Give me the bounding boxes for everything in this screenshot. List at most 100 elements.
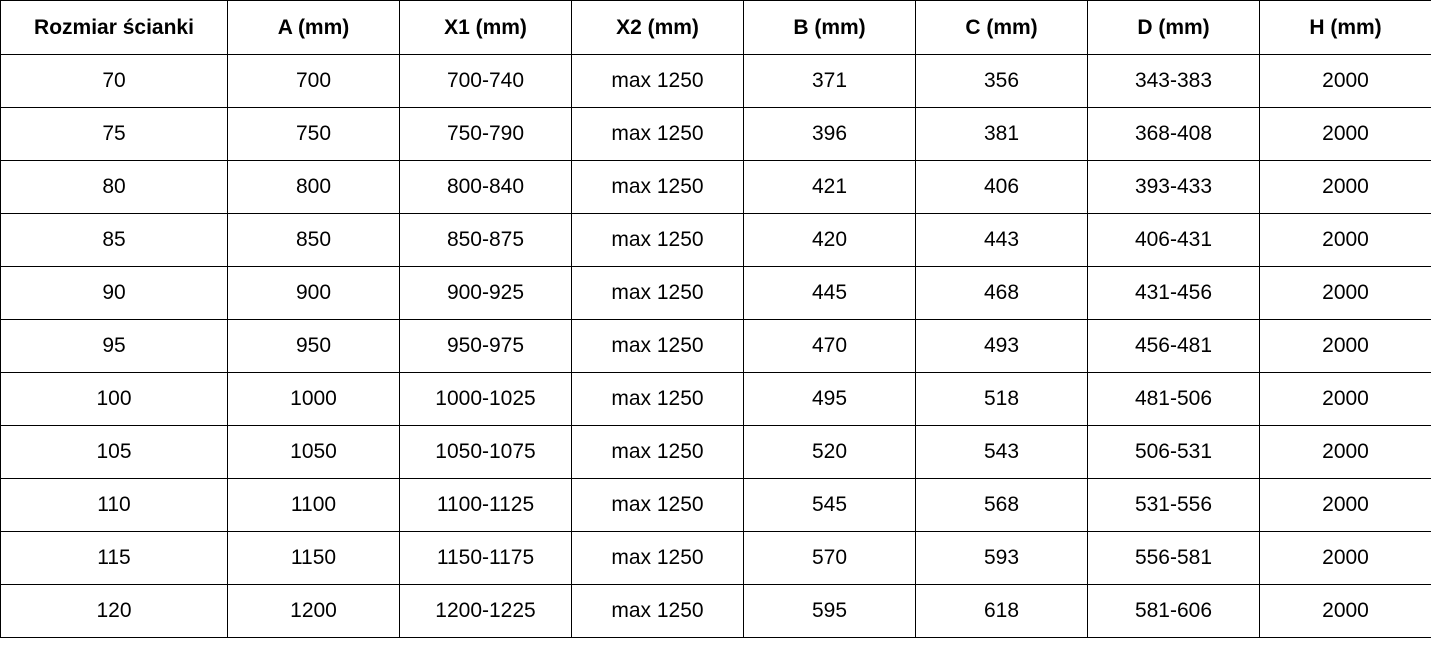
- table-cell: 468: [915, 266, 1088, 320]
- table-cell: 495: [743, 372, 916, 426]
- table-cell: 493: [915, 319, 1088, 373]
- table-cell: 420: [743, 213, 916, 267]
- table-row: 100 1000 1000-1025 max 1250 495 518 481-506 200…: [0, 372, 1431, 426]
- table-cell: max 1250: [571, 319, 744, 373]
- table-cell: 431-456: [1087, 266, 1260, 320]
- table-cell: 110: [0, 478, 228, 532]
- table-row: 95 950 950-975 max 1250 470 493 456-481 2000: [0, 319, 1431, 373]
- table-cell: max 1250: [571, 425, 744, 479]
- table-row: 115 1150 1150-1175 max 1250 570 593 556-581 200…: [0, 531, 1431, 585]
- table-cell: 406: [915, 160, 1088, 214]
- column-header: B (mm): [743, 0, 916, 55]
- table-cell: max 1250: [571, 584, 744, 638]
- table-body: 70 700 700-740 max 1250 371 356 343-383 2000 75 7…: [0, 54, 1431, 638]
- table-cell: 531-556: [1087, 478, 1260, 532]
- table-cell: 2000: [1259, 54, 1431, 108]
- table-row: 90 900 900-925 max 1250 445 468 431-456 2000: [0, 266, 1431, 320]
- table-cell: 1150-1175: [399, 531, 572, 585]
- table-cell: 800: [227, 160, 400, 214]
- table-cell: 750: [227, 107, 400, 161]
- table-cell: 700-740: [399, 54, 572, 108]
- table-cell: max 1250: [571, 160, 744, 214]
- table-cell: 115: [0, 531, 228, 585]
- table-cell: 356: [915, 54, 1088, 108]
- table-cell: 900: [227, 266, 400, 320]
- table-cell: 456-481: [1087, 319, 1260, 373]
- table-row: 120 1200 1200-1225 max 1250 595 618 581-606 200…: [0, 584, 1431, 638]
- table-cell: 2000: [1259, 160, 1431, 214]
- column-header: H (mm): [1259, 0, 1431, 55]
- table-cell: 368-408: [1087, 107, 1260, 161]
- table-cell: 556-581: [1087, 531, 1260, 585]
- table-row: 110 1100 1100-1125 max 1250 545 568 531-556 200…: [0, 478, 1431, 532]
- table-cell: 443: [915, 213, 1088, 267]
- table-cell: 2000: [1259, 213, 1431, 267]
- column-header: D (mm): [1087, 0, 1260, 55]
- table-cell: 750-790: [399, 107, 572, 161]
- table-cell: 1150: [227, 531, 400, 585]
- table-row: 75 750 750-790 max 1250 396 381 368-408 2000: [0, 107, 1431, 161]
- table-cell: 100: [0, 372, 228, 426]
- table-cell: 90: [0, 266, 228, 320]
- table-cell: 1200-1225: [399, 584, 572, 638]
- table-cell: 2000: [1259, 107, 1431, 161]
- column-header: X2 (mm): [571, 0, 744, 55]
- table-cell: 518: [915, 372, 1088, 426]
- column-header: A (mm): [227, 0, 400, 55]
- table-cell: 950: [227, 319, 400, 373]
- table-cell: 506-531: [1087, 425, 1260, 479]
- table-cell: 1000-1025: [399, 372, 572, 426]
- table-cell: 2000: [1259, 319, 1431, 373]
- table-cell: 421: [743, 160, 916, 214]
- table-row: 80 800 800-840 max 1250 421 406 393-433 2000: [0, 160, 1431, 214]
- table-cell: 850: [227, 213, 400, 267]
- table-cell: 900-925: [399, 266, 572, 320]
- table-cell: 396: [743, 107, 916, 161]
- table-cell: 2000: [1259, 531, 1431, 585]
- table-cell: 2000: [1259, 372, 1431, 426]
- table-cell: 950-975: [399, 319, 572, 373]
- table-cell: 406-431: [1087, 213, 1260, 267]
- table-cell: 700: [227, 54, 400, 108]
- table-cell: 70: [0, 54, 228, 108]
- table-cell: max 1250: [571, 531, 744, 585]
- table-cell: max 1250: [571, 213, 744, 267]
- table-row: 70 700 700-740 max 1250 371 356 343-383 2000: [0, 54, 1431, 108]
- table-cell: 105: [0, 425, 228, 479]
- table-cell: 95: [0, 319, 228, 373]
- table-cell: max 1250: [571, 478, 744, 532]
- table-cell: 2000: [1259, 478, 1431, 532]
- table-cell: 520: [743, 425, 916, 479]
- table-cell: 545: [743, 478, 916, 532]
- column-header: X1 (mm): [399, 0, 572, 55]
- table-cell: 1050: [227, 425, 400, 479]
- table-cell: 850-875: [399, 213, 572, 267]
- table-cell: 570: [743, 531, 916, 585]
- table-cell: 800-840: [399, 160, 572, 214]
- table-cell: 85: [0, 213, 228, 267]
- column-header: C (mm): [915, 0, 1088, 55]
- table-cell: 75: [0, 107, 228, 161]
- column-header: Rozmiar ścianki: [0, 0, 228, 55]
- table-cell: 1100: [227, 478, 400, 532]
- table-cell: 1050-1075: [399, 425, 572, 479]
- table-cell: 568: [915, 478, 1088, 532]
- header-row: Rozmiar ścianki A (mm) X1 (mm) X2 (mm) B (mm…: [0, 0, 1431, 55]
- table-cell: 2000: [1259, 425, 1431, 479]
- table-cell: max 1250: [571, 266, 744, 320]
- table-cell: max 1250: [571, 107, 744, 161]
- table-cell: 481-506: [1087, 372, 1260, 426]
- table-cell: 381: [915, 107, 1088, 161]
- table-cell: 1200: [227, 584, 400, 638]
- table-row: 105 1050 1050-1075 max 1250 520 543 506-531 200…: [0, 425, 1431, 479]
- table-row: 85 850 850-875 max 1250 420 443 406-431 2000: [0, 213, 1431, 267]
- table-cell: 595: [743, 584, 916, 638]
- table-cell: 120: [0, 584, 228, 638]
- table-cell: max 1250: [571, 54, 744, 108]
- table-cell: 543: [915, 425, 1088, 479]
- table-cell: 445: [743, 266, 916, 320]
- table-cell: 80: [0, 160, 228, 214]
- table-cell: 371: [743, 54, 916, 108]
- table-cell: 2000: [1259, 266, 1431, 320]
